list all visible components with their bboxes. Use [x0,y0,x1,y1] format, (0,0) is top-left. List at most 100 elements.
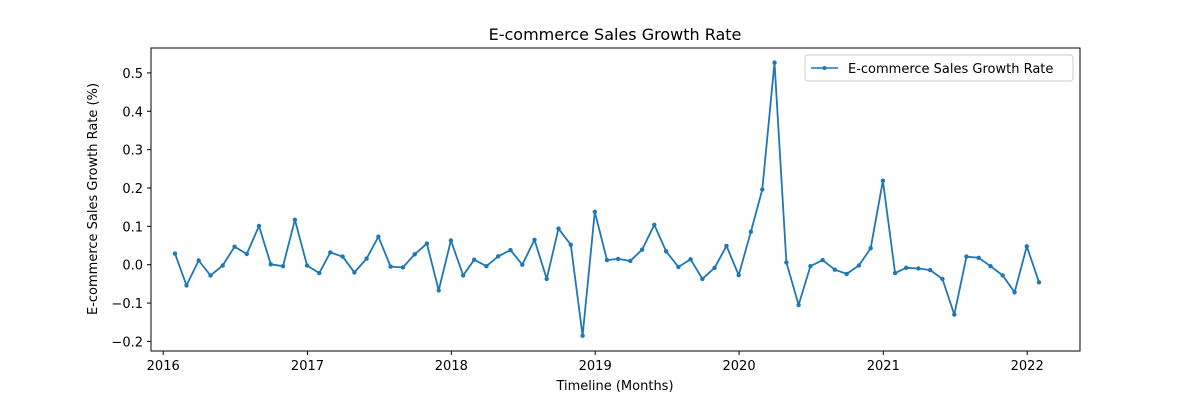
data-point [688,257,693,262]
data-point [736,272,741,278]
y-tick-label: −0.1 [111,297,143,312]
y-tick-label: −0.2 [111,335,143,350]
data-point [712,265,717,270]
x-tick-label: 2022 [1011,359,1044,374]
data-point [652,222,657,227]
data-point [292,217,298,222]
legend-label: E-commerce Sales Growth Rate [848,62,1053,77]
series-line [174,61,1040,337]
data-point [484,264,489,269]
y-tick-label: 0.5 [122,67,143,82]
data-point [340,254,345,259]
data-point [232,244,237,249]
data-point [988,264,993,269]
data-point [556,226,561,231]
data-point [220,263,225,268]
data-point [940,276,945,282]
data-point [496,254,501,259]
data-point [268,262,273,267]
data-point [592,209,597,214]
data-point [1024,244,1030,249]
y-tick-label: 0.0 [122,259,143,274]
data-point [1000,273,1005,278]
plot-frame [150,47,1081,352]
x-tick-label: 2021 [867,359,900,374]
data-point [916,266,921,271]
data-point [868,246,873,251]
data-point [280,264,286,269]
data-point [208,273,213,278]
chart-title: E-commerce Sales Growth Rate [489,25,742,44]
legend-swatch-marker [822,66,827,70]
x-tick-label: 2016 [147,359,180,374]
data-point [892,270,898,276]
data-point [388,264,393,269]
data-point [472,257,477,262]
data-point [856,263,862,268]
data-point [976,255,981,260]
data-point [376,234,381,239]
data-point [604,257,610,263]
x-tick-label: 2019 [579,359,612,374]
x-axis-label: Timeline (Months) [555,379,673,394]
data-point [520,262,525,267]
y-axis: −0.2 −0.1 0.0 0.1 0.2 0.3 0.4 0.5 [111,67,151,350]
data-point [436,288,441,293]
data-point [676,264,681,270]
x-tick-label: 2018 [435,359,468,374]
data-point [412,252,417,257]
data-point [639,247,645,252]
x-tick-label: 2017 [291,359,324,374]
data-point [784,260,789,265]
data-point [928,267,933,273]
x-tick-label: 2020 [723,359,756,374]
data-point [628,258,633,264]
y-axis-label: E-commerce Sales Growth Rate (%) [86,83,101,315]
data-point [724,243,729,249]
data-point [663,249,669,254]
data-point [544,276,549,282]
data-point [196,258,201,263]
data-point [832,267,837,272]
data-point [532,237,537,242]
data-point [461,273,466,278]
y-tick-label: 0.3 [122,144,143,159]
data-point [1012,290,1017,295]
x-axis: 2016 2017 2018 2019 2020 2021 2022 [147,351,1044,374]
data-point [760,187,765,192]
data-point [772,60,777,65]
data-point [364,256,369,261]
data-point [748,229,754,234]
data-point [820,257,825,263]
data-point [424,241,430,246]
data-point [700,276,705,282]
data-point [904,265,909,270]
data-point [580,333,585,338]
data-point [844,271,849,277]
data-point [184,283,189,288]
plot-area [172,60,1042,338]
data-point [880,178,886,183]
data-point [1036,280,1042,285]
legend: E-commerce Sales Growth Rate [804,54,1074,82]
data-point [796,302,801,308]
legend-box [804,54,1074,82]
data-point [448,238,454,243]
data-point [615,256,621,262]
data-point [568,242,573,247]
y-tick-label: 0.2 [122,182,143,197]
data-point [964,254,969,259]
data-point [172,251,178,256]
y-tick-label: 0.4 [122,105,143,120]
data-point [400,265,406,270]
data-point [352,270,357,275]
data-point [328,250,333,255]
data-point [256,223,262,229]
data-point [952,312,957,317]
y-tick-label: 0.1 [122,220,143,235]
data-point [304,263,310,268]
data-point [808,264,813,269]
data-point [317,270,322,276]
data-point [244,251,249,257]
